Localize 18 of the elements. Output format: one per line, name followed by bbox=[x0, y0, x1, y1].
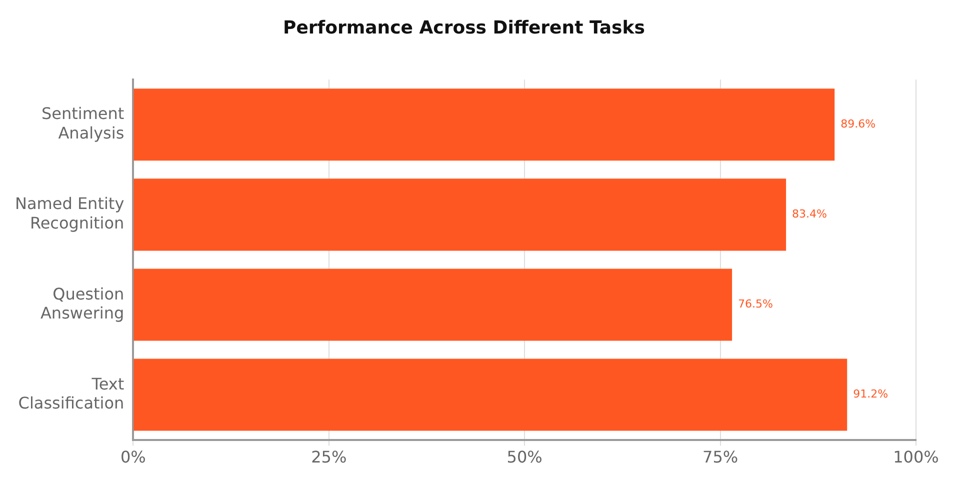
x-tick-label: 50% bbox=[506, 448, 542, 467]
bar bbox=[134, 88, 835, 161]
data-label: 91.2% bbox=[853, 388, 888, 401]
x-tick-label: 100% bbox=[893, 448, 939, 467]
data-label: 76.5% bbox=[738, 298, 773, 311]
y-tick-label: Named Entity Recognition bbox=[15, 194, 124, 232]
y-tick-label: Question Answering bbox=[40, 284, 124, 322]
y-tick-label: Text Classification bbox=[18, 374, 124, 413]
chart-title: Performance Across Different Tasks bbox=[283, 17, 645, 38]
x-tick-label: 75% bbox=[702, 448, 738, 467]
x-tick-label: 0% bbox=[120, 448, 146, 467]
y-tick-label: Sentiment Analysis bbox=[41, 104, 124, 142]
data-label: 89.6% bbox=[840, 117, 876, 130]
bar bbox=[134, 358, 848, 431]
bar bbox=[134, 178, 786, 251]
x-tick-label: 25% bbox=[311, 448, 347, 467]
bar bbox=[134, 268, 732, 341]
data-label: 83.4% bbox=[792, 208, 827, 221]
